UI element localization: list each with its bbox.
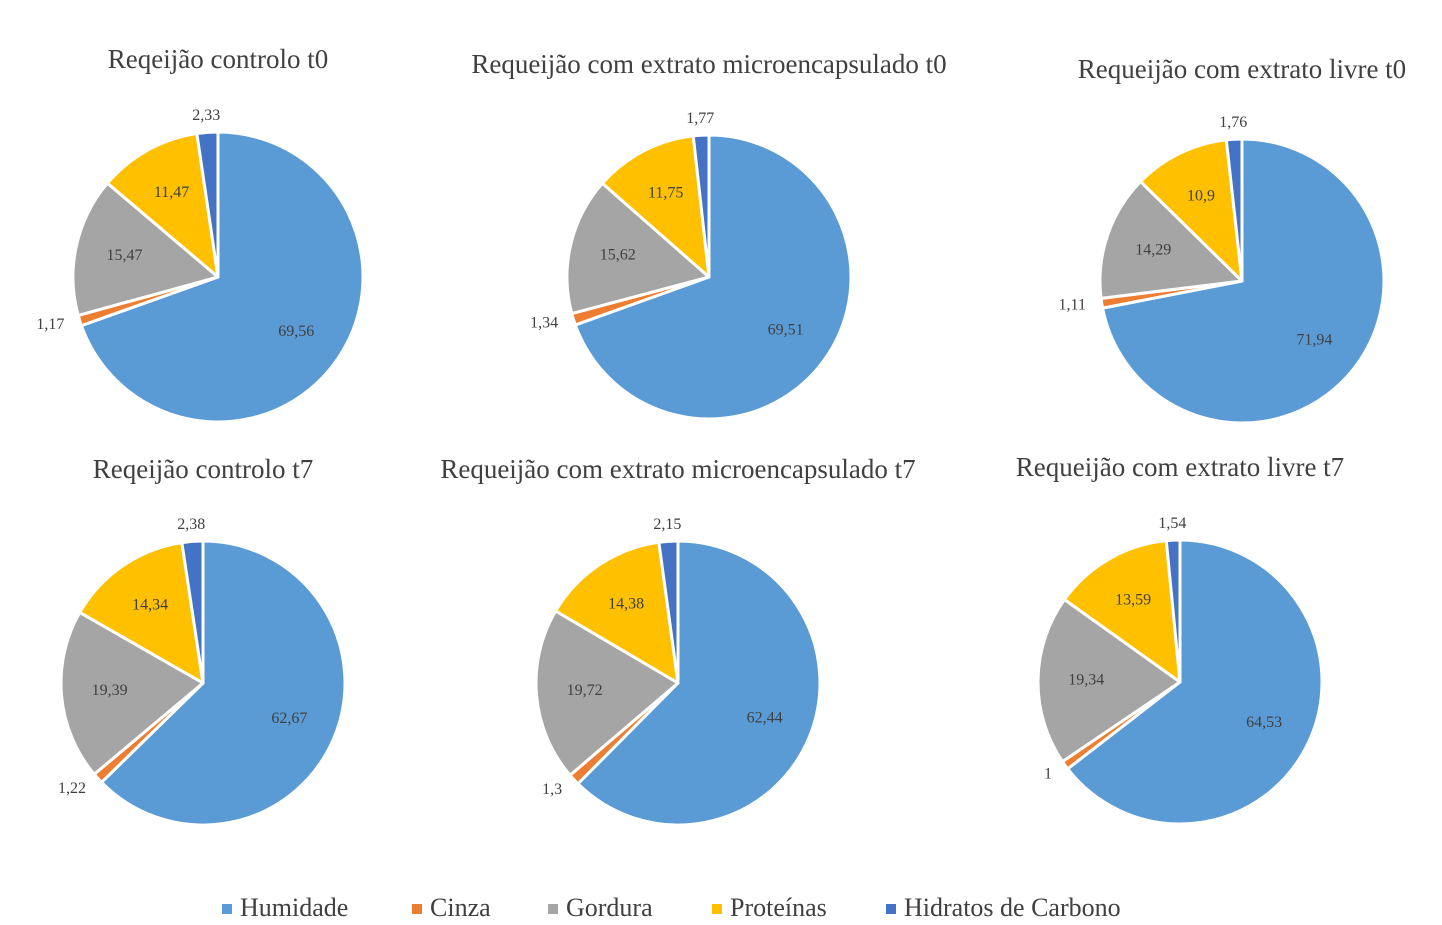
- data-label: 1,54: [1158, 515, 1186, 532]
- pie-slice: [576, 539, 822, 827]
- chart-title: Reqeijão controlo t7: [93, 454, 313, 484]
- data-label: 1,3: [542, 781, 562, 798]
- legend-label: Cinza: [430, 893, 491, 922]
- chart-title: Requeijão com extrato livre t7: [1016, 452, 1344, 482]
- legend-swatch: [412, 904, 422, 914]
- data-label: 19,72: [567, 682, 603, 699]
- legend-label: Humidade: [240, 893, 348, 922]
- data-label: 2,15: [653, 516, 681, 533]
- legend-label: Hidratos de Carbono: [904, 893, 1121, 922]
- chart-title: Requeijão com extrato livre t0: [1078, 54, 1406, 84]
- data-label: 64,53: [1246, 714, 1282, 731]
- pie-slice: [1139, 138, 1244, 283]
- chart-title: Requeijão com extrato microencapsulado t…: [471, 49, 946, 79]
- data-label: 69,51: [768, 322, 804, 339]
- pie-slice: [565, 181, 711, 316]
- legend-label: Proteínas: [730, 893, 827, 922]
- data-label: 19,39: [92, 682, 128, 699]
- pie-slice: [71, 181, 220, 317]
- data-label: 2,33: [192, 107, 220, 124]
- pie-slice: [600, 134, 711, 279]
- data-label: 15,47: [107, 247, 143, 264]
- data-label: 1,34: [530, 315, 558, 332]
- pie-slice: [1066, 538, 1324, 826]
- data-label: 13,59: [1115, 592, 1151, 609]
- data-label: 1,22: [58, 780, 86, 797]
- pie-slice: [657, 539, 680, 685]
- data-label: 2,38: [177, 516, 205, 533]
- data-label: 71,94: [1296, 331, 1332, 348]
- data-label: 1: [1044, 765, 1052, 782]
- pie-slice: [691, 133, 711, 279]
- data-label: 14,29: [1135, 242, 1171, 259]
- pie-slice: [1098, 180, 1244, 300]
- legend-swatch: [712, 904, 722, 914]
- data-label: 69,56: [278, 323, 314, 340]
- pie-slice: [79, 130, 365, 424]
- data-label: 14,38: [608, 596, 644, 613]
- legend-label: Gordura: [566, 893, 653, 922]
- pie-slice: [195, 130, 220, 279]
- pie-slice: [554, 540, 680, 685]
- data-label: 1,77: [686, 110, 714, 127]
- pie-slice: [1062, 539, 1182, 684]
- data-label: 10,9: [1187, 187, 1215, 204]
- pie-slice: [78, 541, 205, 685]
- data-label: 1,11: [1059, 296, 1086, 313]
- data-label: 11,47: [154, 184, 189, 201]
- data-label: 15,62: [600, 246, 636, 263]
- legend-swatch: [222, 904, 232, 914]
- pie-slice: [1164, 538, 1182, 684]
- data-label: 1,17: [36, 316, 64, 333]
- data-label: 1,76: [1219, 114, 1247, 131]
- pie-slice: [1036, 597, 1182, 764]
- chart-title: Reqeijão controlo t0: [108, 44, 328, 74]
- legend-swatch: [886, 904, 896, 914]
- pie-slice: [180, 539, 205, 685]
- pie-slice: [573, 133, 853, 421]
- legend-swatch: [548, 904, 558, 914]
- data-label: 62,67: [271, 710, 307, 727]
- pie-slice: [59, 610, 205, 776]
- pie-slice: [105, 132, 220, 279]
- pie-slice: [100, 539, 347, 827]
- data-label: 62,44: [747, 709, 783, 726]
- data-label: 11,75: [648, 185, 683, 202]
- pie-slice: [534, 609, 680, 777]
- chart-title: Requeijão com extrato microencapsulado t…: [440, 454, 915, 484]
- data-label: 19,34: [1068, 671, 1104, 688]
- data-label: 14,34: [132, 596, 168, 613]
- pie-slice: [1224, 137, 1244, 283]
